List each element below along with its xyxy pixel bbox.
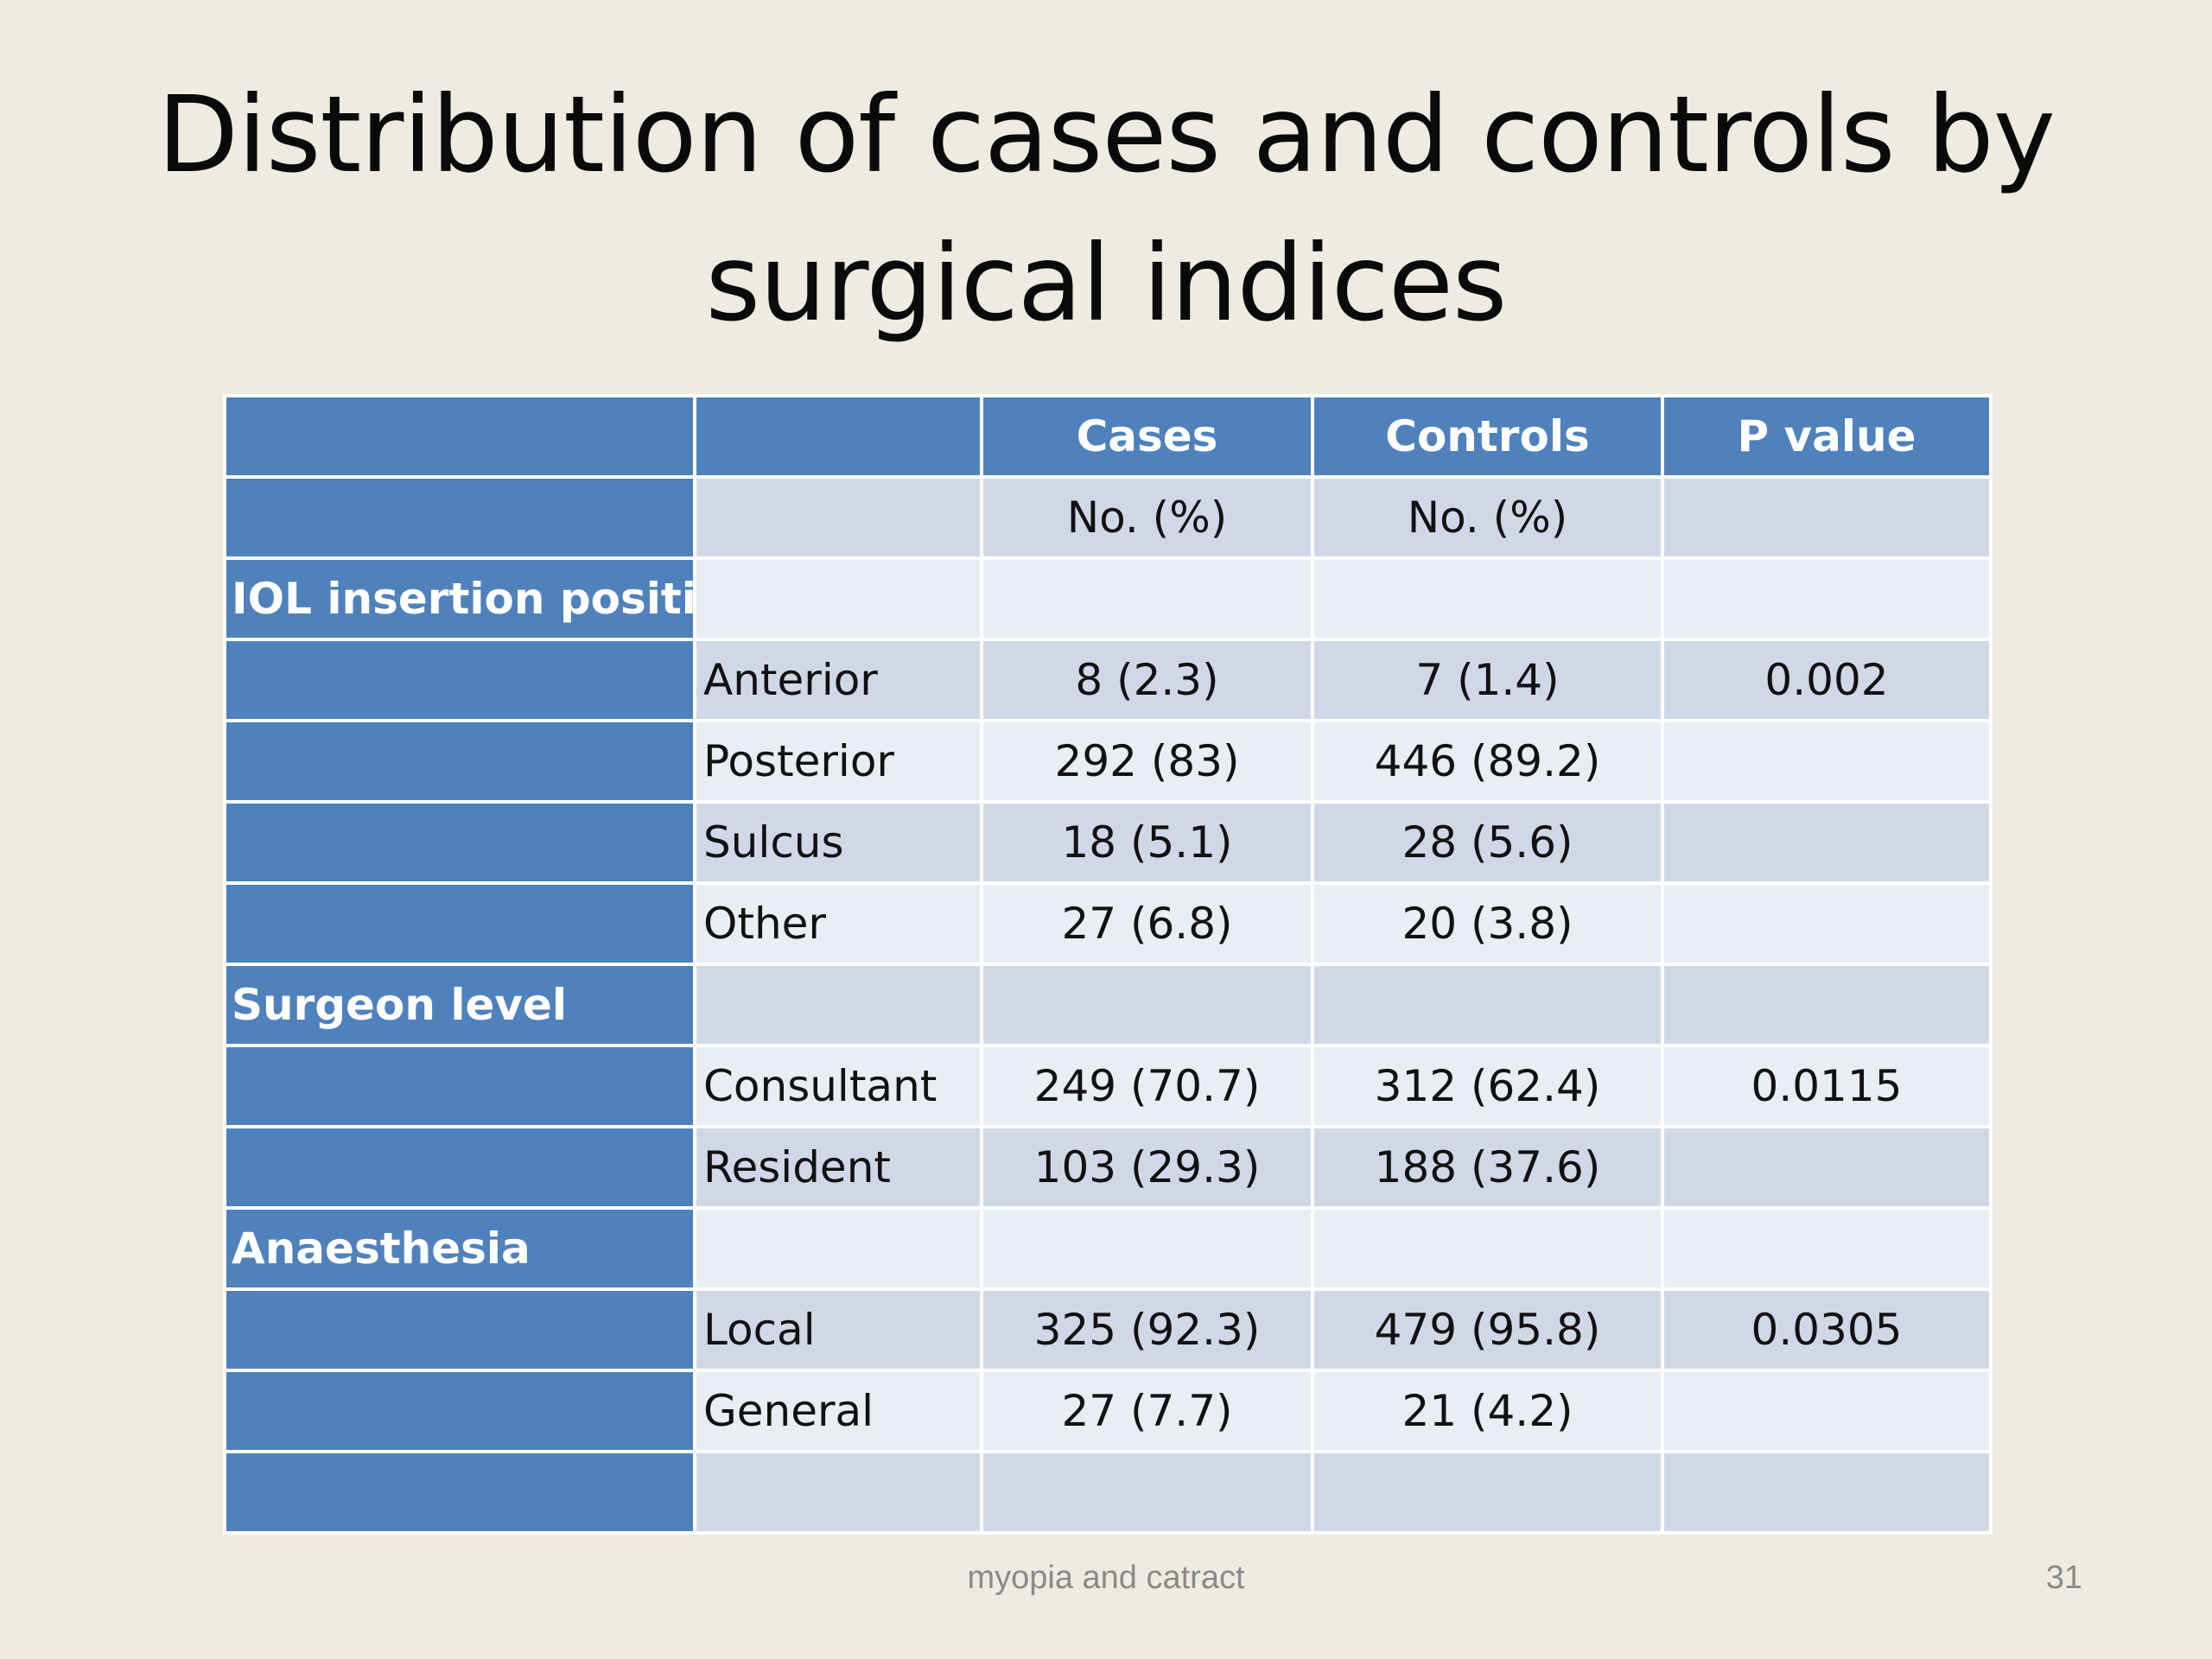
- table-row: Surgeon level: [223, 963, 1993, 1047]
- subheader-cell-group: [223, 475, 696, 560]
- p-value-cell: [1661, 719, 1993, 804]
- controls-cell: 7 (1.4): [1311, 638, 1664, 722]
- item-cell: Sulcus: [693, 800, 983, 885]
- item-cell: Other: [693, 881, 983, 966]
- cases-cell: 103 (29.3): [980, 1125, 1314, 1210]
- cases-cell: 18 (5.1): [980, 800, 1314, 885]
- group-cell: [223, 1450, 696, 1535]
- item-cell: General: [693, 1369, 983, 1453]
- controls-cell: 21 (4.2): [1311, 1369, 1664, 1453]
- table-row: Local 325 (92.3) 479 (95.8) 0.0305: [223, 1287, 1993, 1372]
- p-value-cell: [1661, 1450, 1993, 1535]
- p-value-cell: [1661, 800, 1993, 885]
- controls-cell: 312 (62.4): [1311, 1044, 1664, 1128]
- subheader-cell-item: [693, 475, 983, 560]
- header-cell-item: [693, 394, 983, 479]
- table-row: Anaesthesia: [223, 1206, 1993, 1291]
- item-cell: Local: [693, 1287, 983, 1372]
- item-cell: Anterior: [693, 638, 983, 722]
- group-cell: Anaesthesia: [223, 1206, 696, 1291]
- p-value-cell: [1661, 881, 1993, 966]
- controls-cell: 28 (5.6): [1311, 800, 1664, 885]
- header-cell-cases: Cases: [980, 394, 1314, 479]
- controls-cell: 188 (37.6): [1311, 1125, 1664, 1210]
- cases-cell: [980, 1206, 1314, 1291]
- table-subheader-row: No. (%) No. (%): [223, 475, 1993, 560]
- cases-cell: 249 (70.7): [980, 1044, 1314, 1128]
- cases-cell: 27 (7.7): [980, 1369, 1314, 1453]
- group-cell: [223, 1125, 696, 1210]
- group-cell: [223, 719, 696, 804]
- p-value-cell: [1661, 963, 1993, 1047]
- subheader-cell-controls: No. (%): [1311, 475, 1664, 560]
- cases-cell: 325 (92.3): [980, 1287, 1314, 1372]
- controls-cell: [1311, 963, 1664, 1047]
- table-row: Resident 103 (29.3) 188 (37.6): [223, 1125, 1993, 1210]
- cases-cell: 8 (2.3): [980, 638, 1314, 722]
- item-cell: Posterior: [693, 719, 983, 804]
- controls-cell: 446 (89.2): [1311, 719, 1664, 804]
- item-cell: Resident: [693, 1125, 983, 1210]
- table-header-row: Cases Controls P value: [223, 394, 1993, 479]
- header-cell-controls: Controls: [1311, 394, 1664, 479]
- item-cell: [693, 963, 983, 1047]
- table-row: Posterior 292 (83) 446 (89.2): [223, 719, 1993, 804]
- group-cell: [223, 800, 696, 885]
- surgical-indices-table: Cases Controls P value No. (%) No. (%) I…: [223, 394, 1993, 1535]
- cases-cell: [980, 1450, 1314, 1535]
- slide-title: Distribution of cases and controls by su…: [157, 73, 2056, 345]
- group-cell: [223, 881, 696, 966]
- group-cell: [223, 1287, 696, 1372]
- table-row: Consultant 249 (70.7) 312 (62.4) 0.0115: [223, 1044, 1993, 1128]
- p-value-cell: 0.0305: [1661, 1287, 1993, 1372]
- item-cell: [693, 1450, 983, 1535]
- subheader-cell-p-value: [1661, 475, 1993, 560]
- p-value-cell: [1661, 1369, 1993, 1453]
- slide-footer-text: myopia and catract: [967, 1560, 1245, 1596]
- group-cell: [223, 1044, 696, 1128]
- group-cell: Surgeon level: [223, 963, 696, 1047]
- cases-cell: [980, 556, 1314, 641]
- controls-cell: [1311, 1206, 1664, 1291]
- slide-page-number: 31: [2045, 1560, 2082, 1596]
- controls-cell: 479 (95.8): [1311, 1287, 1664, 1372]
- cases-cell: [980, 963, 1314, 1047]
- p-value-cell: 0.002: [1661, 638, 1993, 722]
- p-value-cell: [1661, 1206, 1993, 1291]
- subheader-cell-cases: No. (%): [980, 475, 1314, 560]
- p-value-cell: 0.0115: [1661, 1044, 1993, 1128]
- table-row: Anterior 8 (2.3) 7 (1.4) 0.002: [223, 638, 1993, 722]
- controls-cell: [1311, 556, 1664, 641]
- group-cell: [223, 1369, 696, 1453]
- table-row: General 27 (7.7) 21 (4.2): [223, 1369, 1993, 1453]
- p-value-cell: [1661, 1125, 1993, 1210]
- table-row: Sulcus 18 (5.1) 28 (5.6): [223, 800, 1993, 885]
- group-cell: IOL insertion position: [223, 556, 696, 641]
- controls-cell: 20 (3.8): [1311, 881, 1664, 966]
- item-cell: [693, 1206, 983, 1291]
- table-row: Other 27 (6.8) 20 (3.8): [223, 881, 1993, 966]
- controls-cell: [1311, 1450, 1664, 1535]
- item-cell: [693, 556, 983, 641]
- header-cell-p-value: P value: [1661, 394, 1993, 479]
- table-row: [223, 1450, 1993, 1535]
- header-cell-group: [223, 394, 696, 479]
- item-cell: Consultant: [693, 1044, 983, 1128]
- table-row: IOL insertion position: [223, 556, 1993, 641]
- group-cell: [223, 638, 696, 722]
- p-value-cell: [1661, 556, 1993, 641]
- cases-cell: 27 (6.8): [980, 881, 1314, 966]
- cases-cell: 292 (83): [980, 719, 1314, 804]
